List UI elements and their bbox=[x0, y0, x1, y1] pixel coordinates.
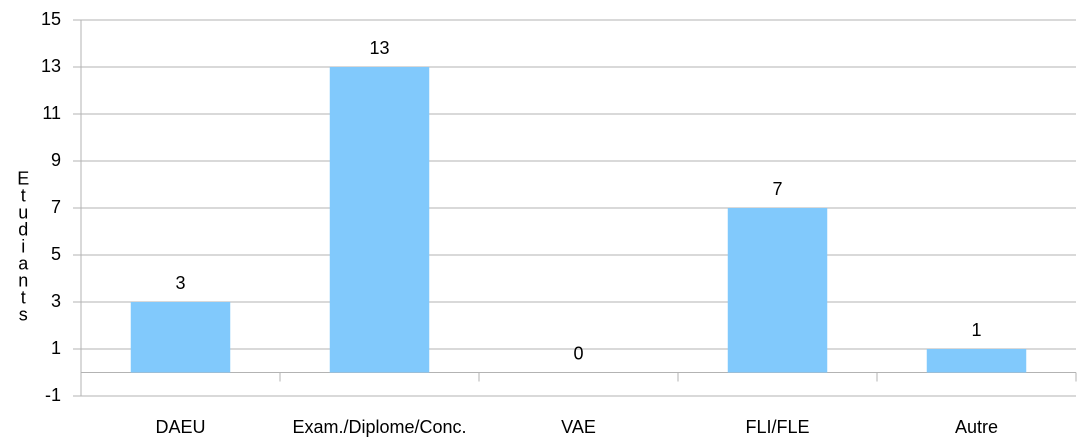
bar bbox=[727, 208, 828, 373]
x-tick-label: FLI/FLE bbox=[745, 417, 809, 437]
y-axis-label: Etudiants bbox=[13, 169, 33, 322]
y-tick-label: 1 bbox=[51, 338, 61, 358]
y-tick-label: 5 bbox=[51, 244, 61, 264]
bar bbox=[130, 302, 231, 373]
x-tick-label: Exam./Diplome/Conc. bbox=[292, 417, 466, 437]
data-label: 7 bbox=[772, 179, 782, 199]
y-tick-label: 7 bbox=[51, 197, 61, 217]
y-tick-label: 15 bbox=[41, 9, 61, 29]
data-label: 3 bbox=[175, 273, 185, 293]
x-tick-label: DAEU bbox=[155, 417, 205, 437]
y-tick-label: 9 bbox=[51, 150, 61, 170]
bar bbox=[926, 349, 1027, 373]
y-tick-label: 3 bbox=[51, 291, 61, 311]
data-label: 13 bbox=[369, 38, 389, 58]
y-tick-label: 13 bbox=[41, 56, 61, 76]
y-tick-label: 11 bbox=[42, 103, 61, 123]
data-label: 0 bbox=[573, 343, 583, 363]
x-tick-label: Autre bbox=[955, 417, 998, 437]
y-tick-label: -1 bbox=[45, 385, 61, 405]
bar bbox=[329, 67, 430, 373]
x-tick-label: VAE bbox=[561, 417, 596, 437]
data-label: 1 bbox=[971, 320, 981, 340]
